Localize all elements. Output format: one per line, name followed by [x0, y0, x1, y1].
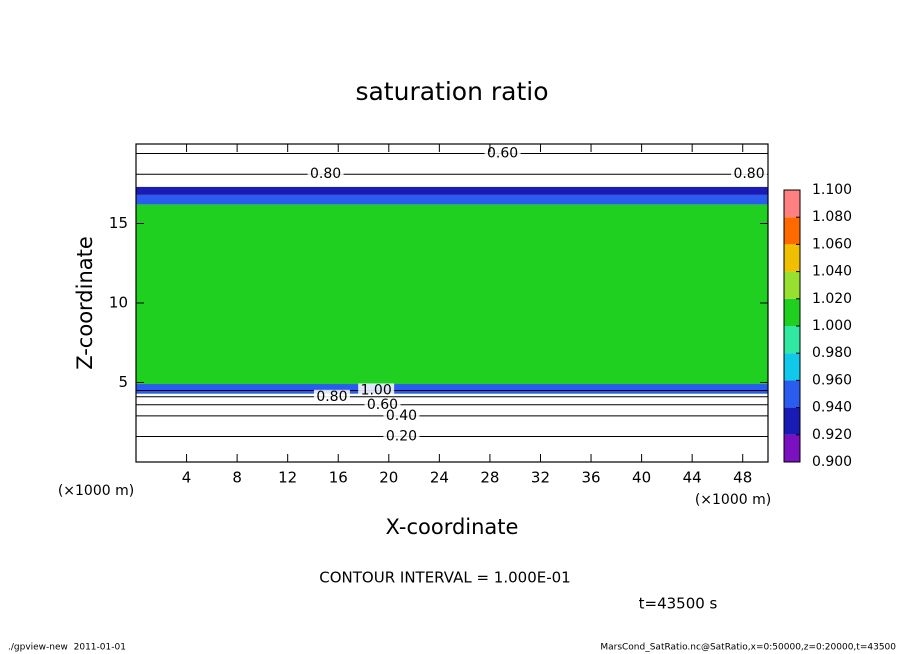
footer-left: ./gpview-new 2011-01-01 — [8, 643, 126, 653]
contour-label-bg — [731, 167, 768, 182]
contour-label: 1.00 — [361, 382, 392, 398]
x-tick-label: 4 — [182, 469, 192, 487]
contour-label-bg — [313, 389, 350, 404]
colorbar-bin — [784, 326, 800, 354]
contour-label: 0.20 — [386, 429, 417, 445]
colorbar-bin — [784, 380, 800, 408]
contour-label: 0.40 — [386, 408, 417, 424]
contour-label-bg — [364, 397, 401, 412]
footer-right: MarsCond_SatRatio.nc@SatRatio,x=0:50000,… — [600, 643, 896, 653]
x-tick-label: 48 — [733, 469, 752, 487]
colorbar-label: 0.960 — [812, 372, 852, 388]
colorbar-bin — [784, 353, 800, 381]
colorbar-label: 1.000 — [812, 318, 852, 334]
colorbar-bin — [784, 271, 800, 299]
colorbar-label: 1.100 — [812, 182, 852, 198]
x-tick-label: 44 — [683, 469, 702, 487]
colorbar-bin — [784, 217, 800, 245]
x-unit: (×1000 m) — [695, 492, 771, 508]
contour-label: 0.60 — [367, 397, 398, 413]
contour-label-bg — [358, 383, 395, 398]
field-region — [136, 204, 768, 394]
field-region — [136, 194, 768, 205]
footnote: CONTOUR INTERVAL = 1.000E-01 — [319, 569, 570, 587]
colorbar-label: 0.900 — [812, 454, 852, 470]
x-axis-label: X-coordinate — [386, 515, 519, 539]
y-tick-label: 15 — [109, 214, 128, 232]
time-label: t=43500 s — [639, 595, 718, 613]
x-tick-label: 20 — [379, 469, 398, 487]
colorbar-label: 1.020 — [812, 291, 852, 307]
x-tick-label: 16 — [329, 469, 348, 487]
y-axis-label: Z-coordinate — [73, 236, 97, 370]
contour-label-bg — [383, 429, 420, 444]
contour-label: 0.80 — [316, 389, 347, 405]
colorbar-label: 1.040 — [812, 264, 852, 280]
contour-label-bg — [383, 408, 420, 423]
x-tick-label: 28 — [480, 469, 499, 487]
x-tick-label: 12 — [278, 469, 297, 487]
chart-title: saturation ratio — [355, 77, 548, 106]
x-tick-label: 40 — [632, 469, 651, 487]
x-tick-label: 32 — [531, 469, 550, 487]
colorbar-bin — [784, 244, 800, 272]
colorbar-label: 0.980 — [812, 345, 852, 361]
x-tick-label: 36 — [581, 469, 600, 487]
field-region — [136, 186, 768, 195]
field-region — [136, 384, 768, 394]
colorbar-bin — [784, 407, 800, 435]
contour-label-bg — [484, 146, 521, 161]
contour-label: 0.60 — [487, 146, 518, 162]
colorbar-bin — [784, 434, 800, 462]
x-tick-label: 24 — [430, 469, 449, 487]
contour-label: 0.80 — [733, 166, 764, 182]
y-tick-label: 10 — [109, 294, 128, 312]
colorbar-label: 0.920 — [812, 427, 852, 443]
colorbar-bin — [784, 190, 800, 218]
colorbar-bin — [784, 298, 800, 326]
colorbar-label: 0.940 — [812, 400, 852, 416]
colorbar-label: 1.080 — [812, 209, 852, 225]
colorbar-label: 1.060 — [812, 236, 852, 252]
y-tick-label: 5 — [118, 373, 128, 391]
x-tick-label: 8 — [232, 469, 242, 487]
contour-label-bg — [307, 167, 344, 182]
y-unit: (×1000 m) — [58, 483, 134, 499]
contour-label: 0.80 — [310, 166, 341, 182]
